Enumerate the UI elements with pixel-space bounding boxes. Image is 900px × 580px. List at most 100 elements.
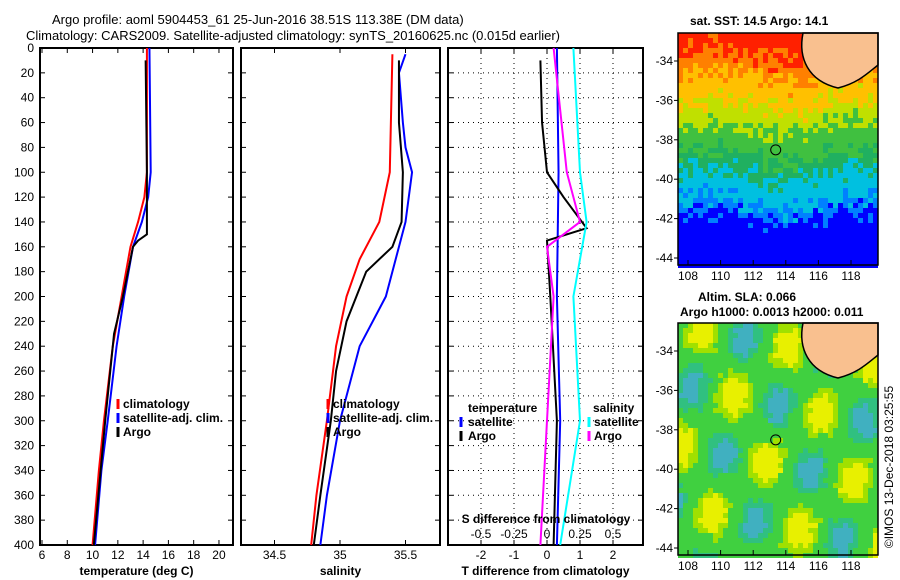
map-cell [853, 118, 858, 123]
map-cell [803, 548, 808, 553]
map-cell [773, 103, 778, 108]
map-cell [768, 343, 773, 348]
map-cell [718, 478, 723, 483]
map-cell [723, 408, 728, 413]
map-cell [778, 188, 783, 193]
map-cell [703, 108, 708, 113]
y-tick-label: 400 [14, 538, 34, 552]
map-cell [718, 523, 723, 528]
map-cell [868, 398, 873, 403]
map-cell [713, 178, 718, 183]
map-cell [753, 73, 758, 78]
map-cell [803, 453, 808, 458]
map-cell [778, 193, 783, 198]
map-cell [703, 73, 708, 78]
map-cell [818, 478, 823, 483]
map-cell [753, 483, 758, 488]
map-cell [693, 238, 698, 243]
map-cell [738, 378, 743, 383]
map-cell [718, 423, 723, 428]
map-cell [693, 168, 698, 173]
map-cell [793, 198, 798, 203]
map-cell [683, 443, 688, 448]
map-cell [793, 158, 798, 163]
map-cell [683, 413, 688, 418]
map-cell [708, 183, 713, 188]
map-cell [863, 143, 868, 148]
map-cell [778, 498, 783, 503]
map-cell [788, 143, 793, 148]
map-cell [778, 73, 783, 78]
map-cell [783, 248, 788, 253]
map-cell [833, 523, 838, 528]
map-cell [788, 113, 793, 118]
map-cell [683, 88, 688, 93]
map-cell [743, 43, 748, 48]
map-cell [728, 353, 733, 358]
map-cell [873, 363, 878, 368]
map-cell [748, 83, 753, 88]
map-cell [758, 363, 763, 368]
map-cell [678, 443, 683, 448]
map-cell [823, 138, 828, 143]
map-cell [868, 118, 873, 123]
map-cell [798, 423, 803, 428]
map-cell [753, 378, 758, 383]
map-cell [718, 508, 723, 513]
map-cell [768, 408, 773, 413]
map-cell [738, 353, 743, 358]
map-cell [868, 438, 873, 443]
map-cell [788, 348, 793, 353]
map-cell [828, 403, 833, 408]
map-cell [868, 503, 873, 508]
map-cell [728, 198, 733, 203]
map-cell [708, 413, 713, 418]
map-cell [873, 443, 878, 448]
map-cell [788, 338, 793, 343]
map-cell [853, 158, 858, 163]
map-cell [803, 498, 808, 503]
map-cell [708, 143, 713, 148]
map-cell [678, 463, 683, 468]
map-cell [848, 453, 853, 458]
map-cell [768, 108, 773, 113]
lon-tick-label: 110 [711, 269, 730, 283]
map-cell [688, 468, 693, 473]
map-cell [708, 88, 713, 93]
map-cell [678, 33, 683, 38]
map-cell [713, 338, 718, 343]
map-cell [843, 238, 848, 243]
map-cell [753, 143, 758, 148]
map-cell [748, 163, 753, 168]
map-cell [853, 453, 858, 458]
legend-title-temperature: temperature [468, 401, 538, 415]
map-cell [728, 383, 733, 388]
map-cell [858, 468, 863, 473]
map-cell [763, 133, 768, 138]
map-cell [698, 438, 703, 443]
map-cell [868, 108, 873, 113]
map-cell [758, 193, 763, 198]
map-cell [758, 328, 763, 333]
map-cell [833, 428, 838, 433]
map-cell [708, 463, 713, 468]
map-cell [823, 433, 828, 438]
map-cell [803, 153, 808, 158]
map-cell [698, 233, 703, 238]
map-cell [758, 238, 763, 243]
map-cell [703, 418, 708, 423]
map-cell [708, 193, 713, 198]
map-cell [688, 408, 693, 413]
map-cell [678, 58, 683, 63]
map-cell [758, 388, 763, 393]
map-cell [708, 78, 713, 83]
map-cell [873, 433, 878, 438]
map-cell [708, 173, 713, 178]
map-cell [758, 103, 763, 108]
map-cell [873, 468, 878, 473]
map-cell [803, 203, 808, 208]
map-cell [828, 483, 833, 488]
map-cell [863, 488, 868, 493]
map-cell [833, 518, 838, 523]
map-cell [678, 163, 683, 168]
